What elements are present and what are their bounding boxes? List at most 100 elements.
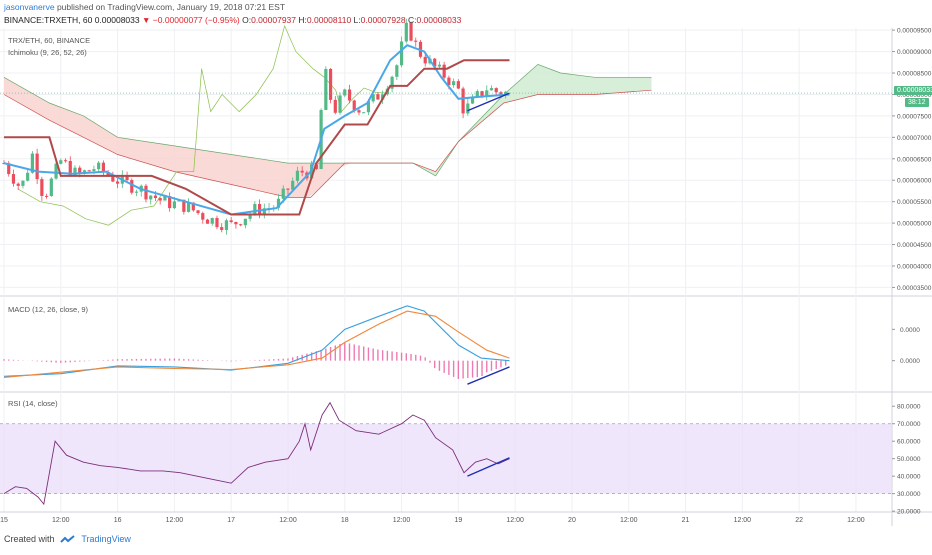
rsi-tick-label: 80.0000 <box>897 404 921 411</box>
candle-body <box>168 196 172 209</box>
price-tick-label: 0.00007000 <box>897 135 932 142</box>
candle-body <box>144 185 148 200</box>
price-tick-label: 0.00009000 <box>897 49 932 56</box>
macd-pane-title[interactable]: MACD (12, 26, close, 9) <box>8 305 89 314</box>
pane-bg-1 <box>0 298 932 392</box>
open-label: O: <box>242 15 252 25</box>
candle-body <box>21 180 25 186</box>
candle-body <box>347 89 352 101</box>
candle-body <box>26 172 30 181</box>
macd-trendline <box>467 366 510 385</box>
candle-body <box>461 88 465 114</box>
high-value: 0.00008110 <box>306 15 352 25</box>
candle-body <box>78 167 82 174</box>
candle-body <box>437 64 442 67</box>
candle-body <box>466 103 470 114</box>
x-tick-label: 18 <box>341 517 349 524</box>
candle-body <box>82 170 87 174</box>
candle-body <box>257 203 262 215</box>
candle-body <box>220 227 224 230</box>
candle-body <box>182 199 186 212</box>
price-pane-title: TRX/ETH, 60, BINANCE <box>8 36 91 45</box>
candle-body <box>130 180 134 193</box>
candle-body <box>234 221 238 225</box>
high-label: H: <box>298 15 307 25</box>
x-tick-label: 12:00 <box>166 517 184 524</box>
candle-body <box>215 218 219 228</box>
candle-body <box>499 92 503 96</box>
price-tick-label: 0.00007500 <box>897 113 932 120</box>
x-tick-label: 12:00 <box>52 517 70 524</box>
tenkan-sen-line <box>3 44 510 216</box>
footer: Created with TradingView <box>4 534 131 544</box>
tradingview-brand[interactable]: TradingView <box>81 534 131 544</box>
candle-body <box>447 77 451 86</box>
candle-body <box>414 40 418 42</box>
candle-body <box>134 191 139 193</box>
author-link[interactable]: jasonvanerve <box>4 2 55 12</box>
macd-signal-line <box>3 310 510 378</box>
candle-body <box>281 188 285 199</box>
candle-body <box>106 172 110 176</box>
rsi-tick-label: 30.0000 <box>897 491 921 498</box>
x-tick-label: 21 <box>682 517 690 524</box>
candle-body <box>291 180 295 190</box>
macd-histogram-group <box>3 342 507 379</box>
rsi-tick-label: 40.0000 <box>897 474 921 481</box>
candle-body <box>295 170 300 181</box>
candle-body <box>35 153 39 180</box>
candle-body <box>452 81 456 86</box>
open-value: 0.00007937 <box>251 15 297 25</box>
low-value: 0.00007928 <box>360 15 406 25</box>
price-tick-label: 0.00003500 <box>897 285 932 292</box>
candle-body <box>404 22 408 42</box>
candle-body <box>239 224 243 226</box>
candle-body <box>111 175 115 182</box>
x-tick-label: 12:00 <box>279 517 297 524</box>
x-tick-label: 19 <box>454 517 462 524</box>
candle-body <box>16 183 20 186</box>
rsi-trendline <box>467 457 510 477</box>
candle-body <box>59 160 63 164</box>
close-label: C: <box>407 15 417 25</box>
candle-body <box>44 195 49 197</box>
candle-body <box>30 153 34 173</box>
x-tick-label: 22 <box>795 517 803 524</box>
candle-body <box>172 201 176 209</box>
publish-text: published on TradingView.com, January 19… <box>56 2 286 12</box>
candle-body <box>125 174 129 181</box>
candle-body <box>314 164 318 169</box>
candle-body <box>87 170 91 172</box>
candle-body <box>395 65 399 77</box>
candle-body <box>362 112 366 114</box>
x-tick-label: 12:00 <box>847 517 865 524</box>
price-tick-label: 0.00004000 <box>897 263 932 270</box>
candle-body <box>352 100 356 111</box>
last-price: 0.00008033 <box>94 15 140 25</box>
macd-line <box>3 305 510 377</box>
x-tick-label: 12:00 <box>734 517 752 524</box>
candle-body <box>63 160 68 162</box>
candle-body <box>494 88 498 93</box>
candle-body <box>40 179 44 196</box>
created-with-text: Created with <box>4 534 55 544</box>
price-tick-label: 0.00009500 <box>897 28 932 35</box>
rsi-band <box>0 423 892 494</box>
candle-body <box>11 174 16 184</box>
candle-body <box>210 218 214 224</box>
candle-body <box>73 167 77 176</box>
ichimoku-label[interactable]: Ichimoku (9, 26, 52, 26) <box>8 48 87 57</box>
macd-tick-label: 0.0000 <box>900 358 920 365</box>
rsi-tick-label: 70.0000 <box>897 421 921 428</box>
rsi-pane-title[interactable]: RSI (14, close) <box>8 399 58 408</box>
price-tick-label: 0.00005500 <box>897 199 932 206</box>
x-tick-label: 16 <box>114 517 122 524</box>
last-price-badge: 0.00008033 <box>894 86 932 95</box>
candle-body <box>186 202 191 212</box>
price-trendline <box>467 92 510 112</box>
candle-body <box>433 58 437 67</box>
candle-body <box>366 101 371 113</box>
candle-body <box>442 64 446 78</box>
